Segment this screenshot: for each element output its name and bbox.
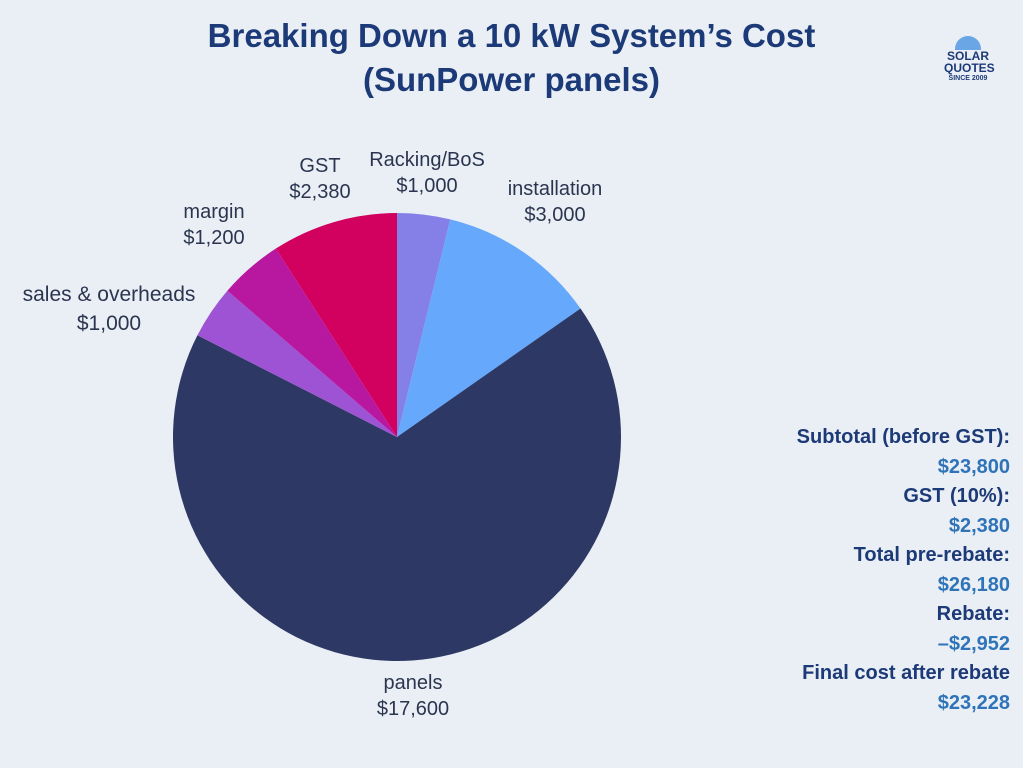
- slice-label-margin-value: $1,200: [183, 227, 245, 249]
- slice-label-panels: panels $17,600: [377, 670, 449, 722]
- slice-label-racking-value: $1,000: [396, 175, 458, 197]
- slice-label-sales: sales & overheads $1,000: [23, 280, 196, 338]
- summary-subtotal-value: $23,800: [937, 455, 1010, 478]
- slice-label-gst: GST $2,380: [289, 153, 350, 205]
- slice-label-installation: installation $3,000: [508, 176, 603, 228]
- logo-line-1: SOLAR: [947, 49, 989, 63]
- title-line-1: Breaking Down a 10 kW System’s Cost: [207, 17, 816, 54]
- pie-slice-racking: [397, 213, 451, 437]
- slice-label-margin: margin $1,200: [183, 199, 244, 251]
- slice-label-installation-name: installation: [507, 178, 603, 200]
- pie-slice-panels: [173, 308, 621, 661]
- summary-rebate-value: –$2,952: [937, 632, 1010, 655]
- title-line-2: (SunPower panels): [362, 61, 661, 98]
- slice-label-sales-value: $1,000: [76, 312, 142, 335]
- sun-icon: [955, 36, 981, 50]
- slice-label-racking-name: Racking/BoS: [369, 149, 485, 171]
- solar-quotes-logo: SOLAR QUOTES SINCE 2009: [944, 34, 995, 94]
- logo-line-2: QUOTES: [944, 61, 995, 75]
- summary-gst-value: $2,380: [948, 514, 1010, 537]
- pie-slice-sales: [197, 290, 397, 437]
- pie-slice-gst: [275, 213, 397, 437]
- slice-label-installation-value: $3,000: [524, 204, 586, 226]
- slice-label-gst-value: $2,380: [289, 181, 351, 203]
- summary-gst-label: GST (10%):: [903, 485, 1010, 507]
- slice-label-panels-name: panels: [383, 672, 443, 694]
- summary-total-value: $26,180: [937, 573, 1010, 596]
- summary-rebate-label: Rebate:: [936, 603, 1010, 625]
- slice-label-sales-name: sales & overheads: [22, 283, 196, 306]
- pie-slice-margin: [227, 248, 397, 437]
- summary-final-value: $23,228: [937, 691, 1010, 714]
- chart-title: Breaking Down a 10 kW System’s Cost (Sun…: [0, 14, 1023, 102]
- slice-label-margin-name: margin: [183, 201, 245, 223]
- cost-summary: Subtotal (before GST): $23,800 GST (10%)…: [710, 423, 1010, 718]
- logo-line-3: SINCE 2009: [948, 75, 988, 82]
- pie-slice-installation: [397, 219, 581, 437]
- slice-label-gst-name: GST: [299, 155, 341, 177]
- summary-total-label: Total pre-rebate:: [853, 544, 1010, 566]
- slice-label-panels-value: $17,600: [376, 698, 450, 720]
- slice-label-racking: Racking/BoS $1,000: [369, 147, 485, 199]
- summary-subtotal-label: Subtotal (before GST):: [796, 426, 1010, 448]
- summary-final-label: Final cost after rebate: [802, 662, 1010, 684]
